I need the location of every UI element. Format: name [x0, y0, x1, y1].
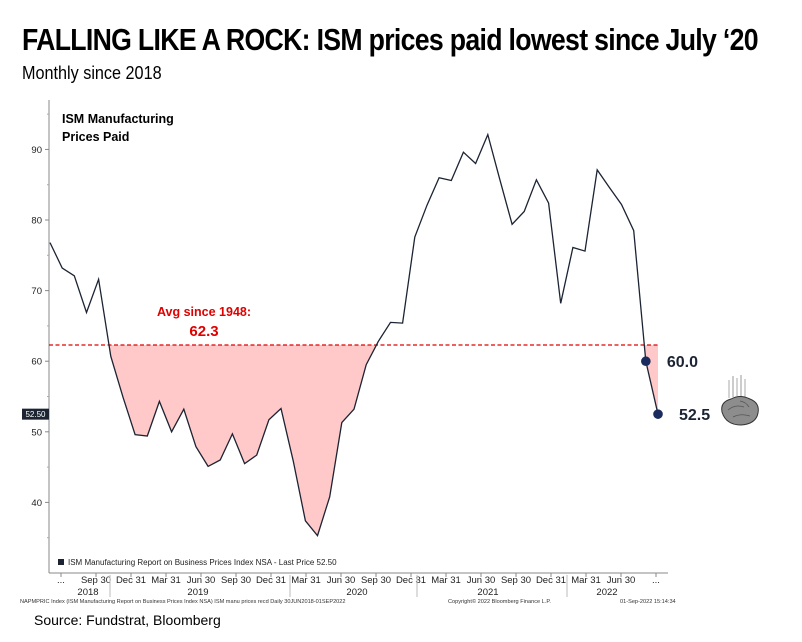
x-tick-label: ...: [57, 575, 65, 586]
legend-swatch: [58, 559, 64, 565]
below-average-fill: [109, 345, 658, 536]
series-line: [49, 132, 659, 537]
falling-rock-icon: [721, 375, 759, 426]
x-tick-label: Mar 31: [431, 575, 461, 586]
callout-label: 60.0: [667, 354, 698, 371]
average-value-label: 62.3: [189, 323, 218, 340]
series-label-line1: ISM Manufacturing: [62, 112, 174, 126]
x-tick-label: Sep 30: [361, 575, 391, 586]
source-note: Source: Fundstrat, Bloomberg: [34, 612, 221, 628]
x-tick-label: Sep 30: [501, 575, 531, 586]
year-label: 2022: [596, 587, 617, 598]
year-labels: 2018 2019 2020 2021 2022: [77, 575, 618, 598]
callout-marker: [653, 409, 663, 419]
x-tick-label: Mar 31: [151, 575, 181, 586]
chart-subtitle: Monthly since 2018: [22, 63, 162, 83]
x-tick-label: Mar 31: [291, 575, 321, 586]
x-tick-label: Sep 30: [81, 575, 111, 586]
x-tick-label: Jun 30: [327, 575, 356, 586]
x-tick-label: Dec 31: [116, 575, 146, 586]
x-tick-label: Jun 30: [467, 575, 496, 586]
x-axis-ticks: ... Sep 30 Dec 31 Mar 31 Jun 30 Sep 30 Dec 31 M…: [57, 573, 660, 586]
y-axis-ticks: 90 80 70 60 50 40: [31, 113, 49, 539]
last-price-badge: [22, 408, 49, 420]
year-label: 2018: [77, 587, 98, 598]
year-label: 2019: [187, 587, 208, 598]
x-tick-label: Dec 31: [536, 575, 566, 586]
x-tick-label: Jun 30: [187, 575, 216, 586]
callout-label: 52.5: [679, 407, 710, 424]
series-label-line2: Prices Paid: [62, 130, 129, 144]
y-tick-label: 50: [31, 427, 42, 438]
x-tick-label: Dec 31: [396, 575, 426, 586]
footer-left: NAPMPRIC Index (ISM Manufacturing Report…: [20, 599, 346, 605]
year-label: 2020: [346, 587, 367, 598]
footer-center: Copyright© 2022 Bloomberg Finance L.P.: [448, 598, 551, 605]
y-tick-label: 80: [31, 216, 42, 227]
x-tick-label: ...: [652, 575, 660, 586]
year-label: 2021: [477, 587, 498, 598]
y-tick-label: 40: [31, 498, 42, 509]
y-tick-label: 60: [31, 357, 42, 368]
x-tick-label: Sep 30: [221, 575, 251, 586]
last-price-badge-text: 52.50: [25, 410, 46, 419]
y-tick-label: 70: [31, 286, 42, 297]
x-tick-label: Dec 31: [256, 575, 286, 586]
footer-right: 01-Sep-2022 15:14:34: [620, 599, 676, 605]
x-tick-label: Mar 31: [571, 575, 601, 586]
x-tick-label: Jun 30: [607, 575, 636, 586]
legend-text: ISM Manufacturing Report on Business Pri…: [68, 558, 337, 567]
callout-marker: [641, 356, 651, 367]
average-label: Avg since 1948:: [157, 305, 251, 319]
y-tick-label: 90: [31, 145, 42, 156]
callout-markers: 60.0 52.5: [641, 354, 710, 424]
chart-title: FALLING LIKE A ROCK: ISM prices paid low…: [22, 22, 759, 57]
